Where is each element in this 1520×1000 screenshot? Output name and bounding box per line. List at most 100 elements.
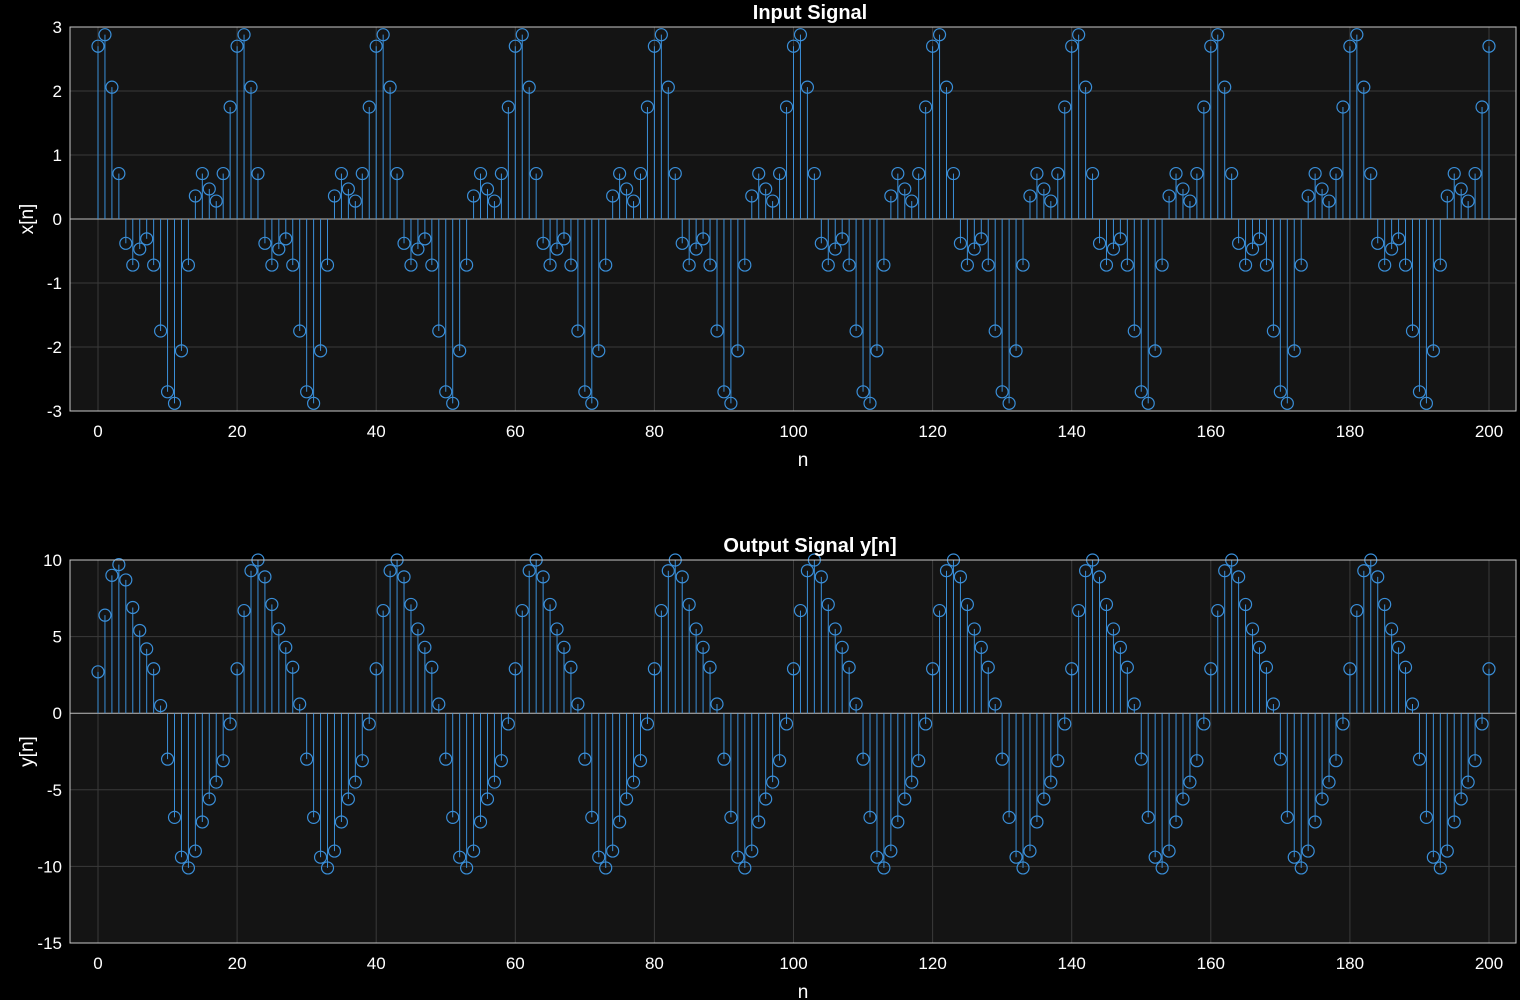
stem-marker [160,752,175,766]
stem-marker [258,570,272,584]
stem-marker [265,258,279,272]
stem-marker [682,597,696,612]
stem-marker [731,344,745,358]
stem-marker [1218,80,1232,94]
stem-marker [522,80,536,94]
stem-marker [501,100,515,114]
stem-marker [668,166,682,181]
stem-marker [606,844,620,858]
stem-marker [293,697,307,711]
stem-marker [112,166,126,181]
stem-marker [279,640,293,654]
stem-marker [487,194,502,208]
x-tick-label: 140 [1058,954,1086,973]
stem-marker [626,194,641,208]
stem-marker [446,396,460,410]
stem-marker [863,810,877,824]
stem-marker [1357,80,1371,94]
stem-marker [1273,385,1287,399]
stem-marker [1183,194,1197,208]
stem-marker [1447,166,1461,181]
stem-marker [1301,844,1315,858]
stem-marker [1002,396,1016,410]
stem-marker [807,166,821,181]
stem-marker [216,166,230,181]
stem-marker [202,182,216,196]
stem-marker [870,344,884,358]
stem-marker [640,100,655,114]
stem-marker [98,28,112,42]
stem-marker [1072,603,1086,618]
stem-marker [439,752,453,766]
stem-marker [1190,166,1204,181]
stem-marker [640,717,655,731]
stem-marker [1398,258,1413,272]
stem-marker [1106,622,1121,636]
stem-marker [209,775,223,789]
stem-marker [1259,660,1274,674]
output-stems [91,553,1496,875]
x-tick-label: 80 [645,954,664,973]
stem-marker [939,564,954,578]
stem-marker [988,324,1002,338]
stem-marker [772,166,787,181]
stem-marker [147,662,161,676]
stem-marker [578,385,592,399]
y-tick-label: 1 [53,146,62,165]
stem-marker [1238,597,1253,612]
stem-marker [814,236,828,250]
stem-marker [877,861,891,875]
stem-marker [1329,166,1343,181]
stem-marker [1252,640,1267,654]
stem-marker [1044,194,1058,208]
stem-marker [1023,844,1037,858]
stem-marker [1197,717,1211,731]
stem-marker [647,662,662,676]
x-tick-label: 100 [779,954,807,973]
stem-marker [320,861,335,875]
stem-marker [1266,697,1280,711]
stem-marker [126,258,140,272]
y-tick-label: -2 [47,338,62,357]
stem-marker [717,752,731,766]
y-tick-label: 2 [53,82,62,101]
stem-marker [1162,189,1176,203]
stem-marker [1315,182,1329,196]
stem-marker [446,810,460,824]
stem-marker [592,850,606,864]
stem-marker [251,166,265,181]
stem-marker [585,396,599,410]
stem-marker [1329,754,1343,768]
stem-marker [494,754,508,768]
stem-marker [1120,660,1134,674]
stem-marker [842,660,856,674]
stem-marker [272,622,286,636]
stem-marker [167,396,182,410]
stem-marker [1433,258,1447,272]
stem-marker [1169,166,1183,181]
stem-marker [1378,597,1392,612]
stem-marker [480,182,495,196]
stem-marker [348,194,362,208]
stem-marker [759,792,773,806]
stem-marker [536,236,550,250]
stem-marker [397,236,411,250]
stem-marker [1301,189,1315,203]
stem-marker [126,600,140,615]
stem-marker [1482,39,1496,53]
stem-marker [1197,100,1211,114]
stem-marker [1065,662,1079,676]
stem-marker [1322,775,1336,789]
stem-marker [272,242,286,256]
stem-marker [1419,810,1434,824]
stem-marker [786,39,801,53]
stem-marker [1468,754,1482,768]
stem-marker [842,258,856,272]
stem-marker [453,344,467,358]
stem-marker [592,344,606,358]
stem-marker [258,236,272,250]
stem-marker [1085,166,1100,181]
stem-marker [91,39,105,53]
stem-marker [439,385,453,399]
stem-marker [536,570,550,584]
